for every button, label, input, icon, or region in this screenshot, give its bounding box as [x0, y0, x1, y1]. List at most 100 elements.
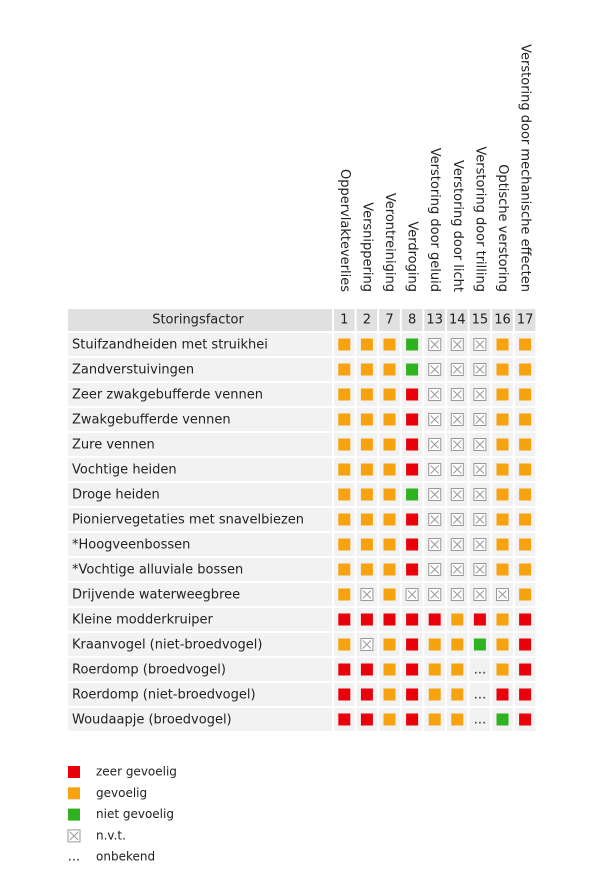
legend-swatch — [68, 766, 80, 778]
row-bg — [68, 583, 332, 606]
cell-square — [451, 688, 464, 701]
cell-square — [383, 663, 396, 676]
cell-unknown: ... — [474, 688, 486, 703]
column-number: 13 — [426, 313, 443, 328]
cell-square — [519, 413, 532, 426]
cell-square — [406, 438, 419, 451]
legend-swatch — [68, 787, 80, 800]
cell-square — [519, 663, 532, 676]
row-name: Zeer zwakgebufferde vennen — [72, 388, 263, 403]
legend-swatch — [68, 808, 80, 821]
cell-square — [338, 413, 351, 426]
column-number-bg — [514, 309, 536, 331]
cell-nvt-cross — [430, 365, 440, 374]
column-label: Verstoring door trilling — [472, 146, 487, 292]
row-bg — [68, 633, 332, 656]
cell-square — [519, 363, 532, 376]
legend-nvt-cross — [69, 831, 79, 841]
cell-square — [428, 638, 441, 651]
cell-square — [406, 413, 419, 426]
cell-nvt-cross — [430, 465, 440, 474]
cell-square — [519, 588, 532, 601]
cell-square — [519, 563, 532, 576]
column-label: Verstoring door licht — [450, 160, 465, 292]
cell-square — [383, 463, 396, 476]
cell-square — [383, 613, 396, 626]
cell-nvt-cross — [452, 540, 462, 549]
legend-label: onbekend — [96, 850, 155, 864]
cell-nvt-cross — [475, 565, 485, 574]
row-bg — [68, 433, 332, 456]
cell-square — [338, 388, 351, 401]
column-label: Oppervlakteverlies — [337, 169, 352, 292]
row-bg — [68, 558, 332, 581]
cell-nvt-cross — [452, 490, 462, 499]
cell-square — [383, 513, 396, 526]
cell-square — [338, 338, 351, 351]
cell-square — [496, 563, 509, 576]
cell-square — [496, 513, 509, 526]
column-number-bg — [424, 309, 445, 331]
cell-square — [496, 388, 509, 401]
cell-nvt-cross — [430, 515, 440, 524]
cell-square — [338, 563, 351, 576]
cell-nvt-cross — [430, 590, 440, 599]
cell-square — [406, 538, 419, 551]
cell-square — [473, 613, 486, 626]
cell-square — [338, 438, 351, 451]
cell-nvt-cross — [452, 415, 462, 424]
cell-square — [383, 638, 396, 651]
cell-nvt-cross — [362, 640, 372, 649]
column-label: Verontreiniging — [382, 193, 397, 292]
cell-square — [383, 563, 396, 576]
cell-nvt-cross — [452, 565, 462, 574]
cell-square — [383, 538, 396, 551]
cell-nvt-cross — [452, 340, 462, 349]
row-name: Kleine modderkruiper — [72, 613, 214, 628]
table-header: Storingsfactor — [152, 313, 244, 328]
column-number-bg — [492, 309, 513, 331]
cell-square — [360, 563, 373, 576]
row-name: Pioniervegetaties met snavelbiezen — [72, 513, 304, 528]
cell-square — [406, 688, 419, 701]
cell-square — [519, 388, 532, 401]
cell-square — [360, 488, 373, 501]
legend-label: zeer gevoelig — [96, 765, 177, 779]
cell-nvt-cross — [430, 490, 440, 499]
cell-square — [496, 438, 509, 451]
row-bg — [68, 333, 332, 356]
cell-square — [519, 638, 532, 651]
cell-square — [428, 713, 441, 726]
row-bg — [68, 408, 332, 431]
row-name: Roerdomp (niet-broedvogel) — [72, 688, 256, 703]
cell-square — [406, 388, 419, 401]
cell-nvt-cross — [362, 590, 372, 599]
cell-square — [360, 363, 373, 376]
cell-square — [383, 713, 396, 726]
cell-square — [360, 413, 373, 426]
column-label: Verstoring door mechanische effecten — [518, 44, 533, 292]
row-name: Roerdomp (broedvogel) — [72, 663, 226, 678]
cell-square — [496, 413, 509, 426]
row-name: Stuifzandheiden met struikhei — [72, 338, 268, 353]
row-bg — [68, 383, 332, 406]
cell-square — [360, 613, 373, 626]
column-label: Optische verstoring — [495, 164, 510, 292]
column-number: 17 — [517, 313, 534, 328]
cell-nvt-cross — [475, 590, 485, 599]
cell-square — [496, 638, 509, 651]
cell-square — [360, 388, 373, 401]
cell-nvt-cross — [430, 390, 440, 399]
cell-square — [406, 488, 419, 501]
cell-square — [360, 538, 373, 551]
cell-square — [519, 488, 532, 501]
legend-label: niet gevoelig — [96, 807, 174, 821]
column-number: 8 — [408, 313, 416, 328]
cell-square — [496, 613, 509, 626]
row-bg — [68, 533, 332, 556]
cell-nvt-cross — [452, 465, 462, 474]
row-name: Droge heiden — [72, 488, 160, 503]
cell-square — [428, 663, 441, 676]
legend-symbol: ... — [68, 850, 80, 865]
